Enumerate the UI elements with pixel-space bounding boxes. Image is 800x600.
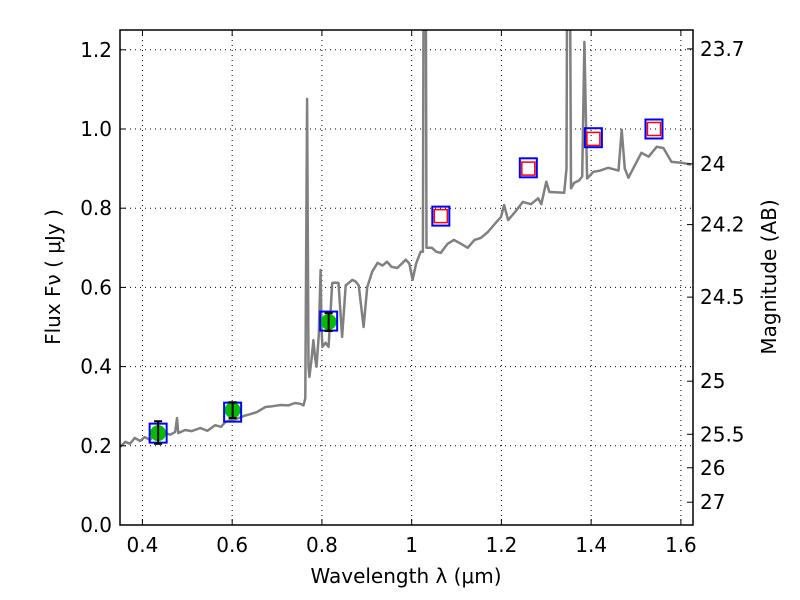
right-tick-label: 24: [700, 152, 725, 176]
y-tick-label: 0.4: [80, 355, 112, 379]
y-axis-right-label: Magnitude (AB): [757, 199, 781, 354]
y-tick-label: 1.2: [80, 38, 112, 62]
x-tick-label: 1: [405, 533, 418, 557]
right-tick-label: 24.5: [700, 285, 745, 309]
upper-limit-marker: [433, 208, 449, 224]
x-tick-label: 1.6: [665, 533, 697, 557]
right-tick-label: 24.2: [700, 213, 745, 237]
y-axis-label: Flux Fν ( μJy ): [41, 209, 65, 345]
upper-limit-marker: [586, 131, 601, 147]
right-tick-label: 25.5: [700, 422, 745, 446]
y-tick-label: 0.2: [80, 434, 112, 458]
right-tick-label: 25: [700, 369, 725, 393]
x-axis-label: Wavelength λ (μm): [310, 564, 501, 588]
model-photometry-marker: [518, 157, 538, 179]
y-tick-label: 1.0: [80, 117, 112, 141]
y-tick-label: 0.8: [80, 196, 112, 220]
y-tick-label: 0.0: [80, 513, 112, 537]
grid: [120, 30, 693, 526]
right-tick-label: 27: [700, 490, 725, 514]
right-tick-label: 23.7: [700, 37, 745, 61]
upper-limit-marker: [646, 121, 662, 137]
y-tick-label: 0.6: [80, 275, 112, 299]
x-tick-label: 1.2: [485, 533, 517, 557]
model-photometry-marker: [431, 205, 451, 227]
right-tick-label: 26: [700, 456, 725, 480]
model-photometry-marker: [583, 127, 603, 149]
x-tick-label: 0.4: [127, 533, 159, 557]
ticks: 0.4 0.6 0.8 1 1.2 1.4 1.6 0.0 0.2 0.4 0.6 0.8 1.0 1.2…: [80, 30, 745, 557]
spectrum-line: [120, 30, 692, 448]
x-tick-label: 1.4: [575, 533, 607, 557]
x-tick-label: 0.8: [306, 533, 338, 557]
plot-frame: [119, 29, 694, 526]
model-photometry-marker: [644, 118, 664, 140]
plot-area: [120, 30, 692, 448]
upper-limit-marker: [521, 161, 536, 176]
x-tick-label: 0.6: [216, 533, 248, 557]
